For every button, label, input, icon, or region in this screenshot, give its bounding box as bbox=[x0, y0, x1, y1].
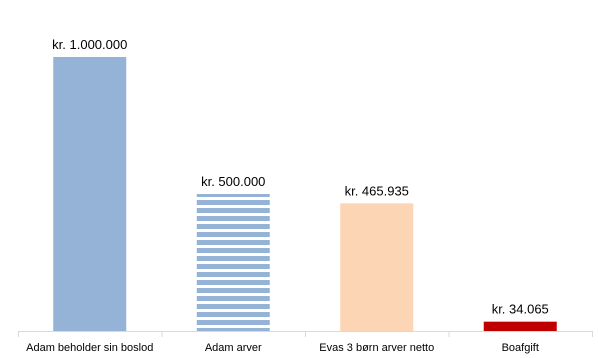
data-label-1: kr. 1.000.000 bbox=[52, 37, 127, 52]
x-tick-label-1: Adam beholder sin boslod bbox=[26, 342, 153, 354]
bar-1 bbox=[53, 57, 127, 331]
x-tick-label-2: Adam arver bbox=[205, 342, 262, 354]
data-label-4: kr. 34.065 bbox=[492, 302, 549, 317]
x-tick-labels-group: Adam beholder sin boslod Adam arver Evas 3… bbox=[26, 342, 539, 354]
data-label-3: kr. 465.935 bbox=[345, 183, 409, 198]
data-label-2: kr. 500.000 bbox=[201, 174, 265, 189]
bars-group bbox=[53, 57, 557, 331]
data-labels-group: kr. 1.000.000 kr. 500.000 kr. 465.935 kr. 3… bbox=[52, 37, 549, 317]
x-ticks-group bbox=[18, 331, 593, 337]
x-tick-label-3: Evas 3 børn arver netto bbox=[319, 342, 434, 354]
bar-2 bbox=[196, 194, 270, 331]
x-tick-label-4: Boafgift bbox=[502, 342, 539, 354]
bar-3 bbox=[340, 203, 414, 331]
bar-4 bbox=[483, 321, 557, 331]
